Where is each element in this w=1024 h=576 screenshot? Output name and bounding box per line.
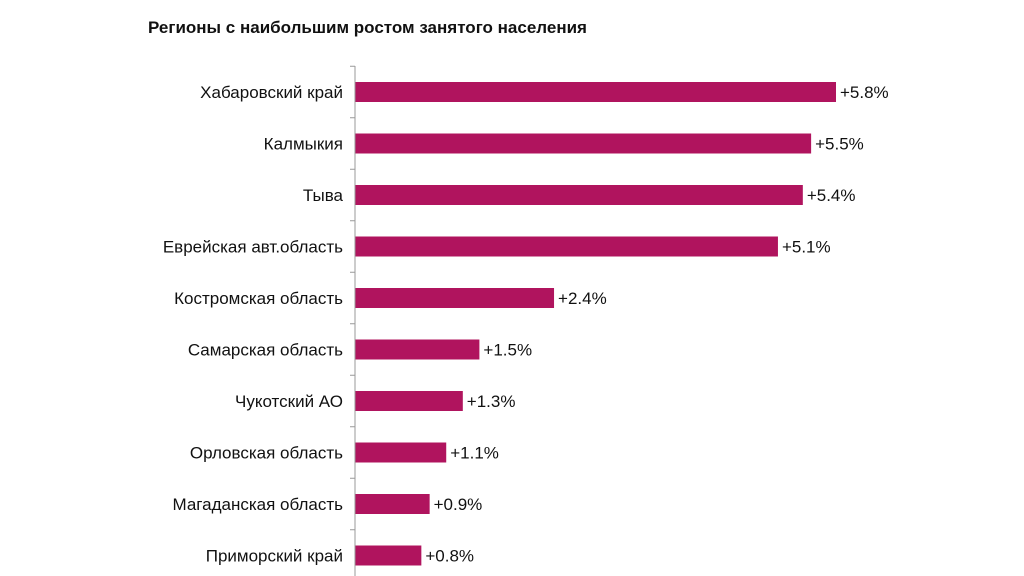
value-label: +0.8%	[425, 547, 474, 566]
value-label: +2.4%	[558, 289, 607, 308]
value-label: +1.3%	[467, 392, 516, 411]
bar	[355, 133, 812, 154]
value-label: +1.1%	[450, 444, 499, 463]
value-label: +1.5%	[483, 341, 532, 360]
category-label: Орловская область	[190, 444, 343, 463]
category-label: Костромская область	[174, 289, 343, 308]
category-label: Тыва	[303, 186, 344, 205]
value-label: +5.4%	[807, 186, 856, 205]
value-label: +5.8%	[840, 83, 889, 102]
category-label: Чукотский АО	[235, 392, 343, 411]
category-label: Магаданская область	[173, 495, 344, 514]
bar	[355, 545, 422, 566]
bar	[355, 339, 480, 360]
value-label: +5.5%	[815, 135, 864, 154]
category-label: Приморский край	[206, 547, 343, 566]
category-label: Хабаровский край	[200, 83, 343, 102]
category-label: Еврейская авт.область	[163, 238, 343, 257]
category-label: Калмыкия	[264, 135, 343, 154]
bar	[355, 442, 447, 463]
value-labels-group: +5.8% +5.5% +5.4% +5.1% +2.4% +1.5% +1.3% +1.1%…	[425, 83, 888, 566]
bar	[355, 288, 555, 308]
bar	[355, 82, 836, 102]
value-label: +5.1%	[782, 238, 831, 257]
bar	[355, 185, 803, 205]
bar	[355, 391, 463, 411]
chart-title: Регионы с наибольшим ростом занятого нас…	[148, 18, 587, 37]
bar	[355, 236, 778, 257]
value-label: +0.9%	[434, 495, 483, 514]
bars-group	[355, 82, 836, 566]
category-labels-group: Хабаровский край Калмыкия Тыва Еврейская ав…	[163, 83, 344, 566]
bar	[355, 494, 430, 514]
axis-group	[350, 65, 356, 576]
category-label: Самарская область	[188, 341, 343, 360]
